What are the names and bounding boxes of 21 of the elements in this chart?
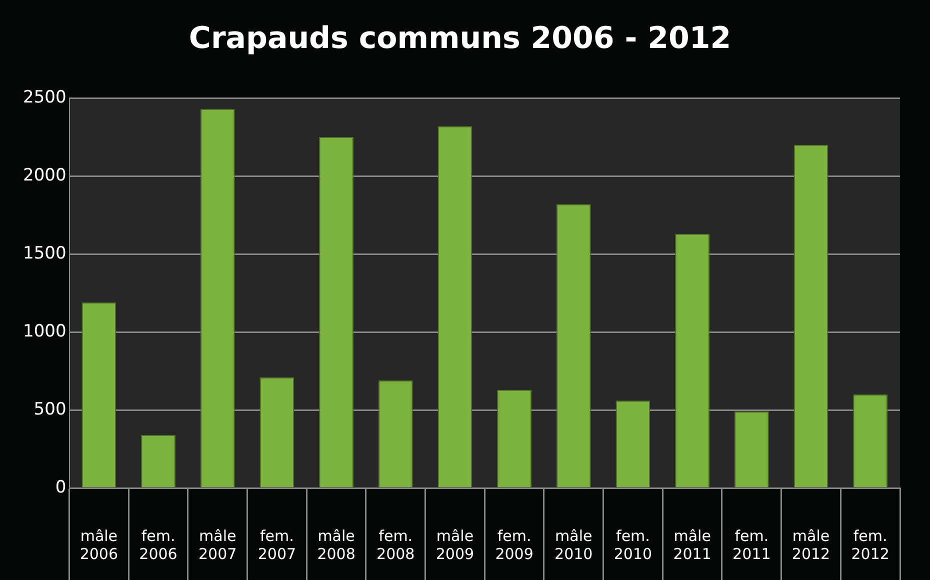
x-tick-label: fem. 2012 (851, 526, 890, 563)
x-tick-label: mâle 2010 (554, 526, 593, 563)
y-tick-label: 1500 (23, 243, 66, 264)
y-tick-label: 2000 (23, 165, 66, 186)
x-tick-label: mâle 2009 (436, 526, 474, 563)
x-tick-label: fem. 2006 (139, 526, 178, 563)
x-tick-label: mâle 2012 (792, 526, 830, 563)
x-tick-label: mâle 2006 (80, 526, 118, 563)
x-tick-label: mâle 2011 (673, 526, 712, 563)
x-tick-label: fem. 2007 (258, 526, 296, 563)
y-tick-label: 0 (55, 477, 66, 498)
x-tick-label: fem. 2008 (376, 526, 415, 563)
x-tick-label: fem. 2009 (495, 526, 534, 563)
x-tick-label: fem. 2011 (732, 526, 771, 563)
chart-title: Crapauds communs 2006 - 2012 (188, 20, 732, 56)
x-tick-label: mâle 2008 (317, 526, 356, 563)
y-tick-label: 500 (34, 399, 66, 420)
x-tick-label: fem. 2010 (614, 526, 652, 563)
y-tick-label: 1000 (23, 321, 66, 342)
x-tick-label: mâle 2007 (198, 526, 237, 563)
y-tick-label: 2500 (23, 87, 66, 108)
